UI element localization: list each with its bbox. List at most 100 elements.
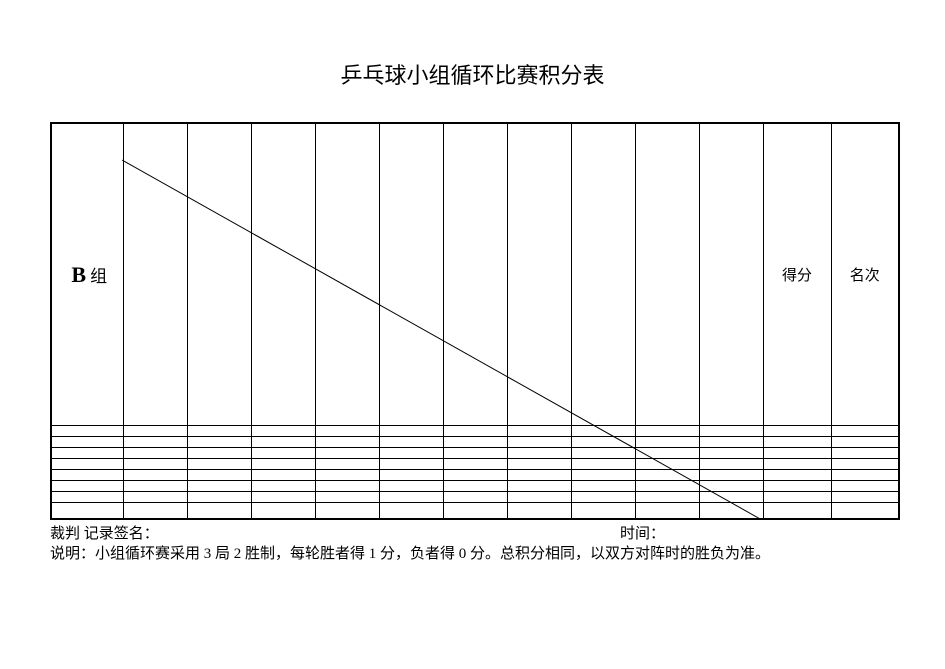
- cell: [763, 470, 831, 481]
- cell: [763, 503, 831, 520]
- cell: [699, 470, 763, 481]
- cell: [123, 448, 187, 459]
- cell: [699, 503, 763, 520]
- cell: [763, 481, 831, 492]
- cell: [699, 492, 763, 503]
- cell: [379, 481, 443, 492]
- table-row: [51, 481, 899, 492]
- cell: [123, 481, 187, 492]
- cell: [379, 426, 443, 437]
- page: 乒乓球小组循环比赛积分表 B组: [0, 0, 945, 669]
- cell: [763, 448, 831, 459]
- cell: [315, 459, 379, 470]
- cell: [315, 470, 379, 481]
- cell: [831, 459, 899, 470]
- cell: [123, 503, 187, 520]
- table-row: [51, 459, 899, 470]
- header-cell: [507, 123, 571, 426]
- cell: [187, 481, 251, 492]
- header-cell: [699, 123, 763, 426]
- cell: [571, 437, 635, 448]
- cell: [379, 459, 443, 470]
- cell: [123, 470, 187, 481]
- cell: [763, 492, 831, 503]
- cell: [507, 437, 571, 448]
- cell: [831, 437, 899, 448]
- cell: [187, 470, 251, 481]
- header-cell: [635, 123, 699, 426]
- header-cell: [571, 123, 635, 426]
- cell: [123, 426, 187, 437]
- cell: [831, 503, 899, 520]
- cell: [635, 426, 699, 437]
- cell: [251, 437, 315, 448]
- cell: [831, 470, 899, 481]
- cell: [315, 503, 379, 520]
- cell: [251, 470, 315, 481]
- cell: [831, 426, 899, 437]
- cell: [635, 503, 699, 520]
- cell: [51, 437, 123, 448]
- cell: [251, 481, 315, 492]
- cell: [51, 448, 123, 459]
- cell: [571, 426, 635, 437]
- cell: [51, 459, 123, 470]
- cell: [635, 470, 699, 481]
- cell: [187, 503, 251, 520]
- cell: [315, 426, 379, 437]
- cell: [443, 492, 507, 503]
- table-row: [51, 503, 899, 520]
- table-row: [51, 470, 899, 481]
- cell: [831, 481, 899, 492]
- cell: [443, 426, 507, 437]
- cell: [507, 481, 571, 492]
- cell: [507, 492, 571, 503]
- cell: [507, 503, 571, 520]
- cell: [187, 492, 251, 503]
- cell: [187, 437, 251, 448]
- cell: [699, 459, 763, 470]
- cell: [635, 448, 699, 459]
- cell: [571, 481, 635, 492]
- cell: [699, 448, 763, 459]
- cell: [571, 492, 635, 503]
- cell: [51, 492, 123, 503]
- group-letter: B: [71, 262, 86, 287]
- cell: [251, 426, 315, 437]
- signature-label: 裁判 记录签名：: [50, 526, 159, 542]
- cell: [699, 426, 763, 437]
- cell: [315, 492, 379, 503]
- cell: [443, 470, 507, 481]
- cell: [763, 426, 831, 437]
- header-cell: [123, 123, 187, 426]
- cell: [315, 448, 379, 459]
- cell: [507, 459, 571, 470]
- cell: [123, 492, 187, 503]
- cell: [315, 481, 379, 492]
- cell: [379, 492, 443, 503]
- cell: [443, 437, 507, 448]
- cell: [123, 459, 187, 470]
- cell: [443, 459, 507, 470]
- cell: [379, 470, 443, 481]
- cell: [51, 481, 123, 492]
- cell: [251, 459, 315, 470]
- table-row: [51, 448, 899, 459]
- score-table: B组 得分 名次: [50, 122, 900, 520]
- cell: [571, 470, 635, 481]
- cell: [379, 437, 443, 448]
- header-rank: 名次: [831, 123, 899, 426]
- page-title: 乒乓球小组循环比赛积分表: [0, 58, 945, 90]
- cell: [699, 437, 763, 448]
- cell: [379, 503, 443, 520]
- cell: [831, 492, 899, 503]
- cell: [51, 503, 123, 520]
- cell: [251, 448, 315, 459]
- cell: [571, 503, 635, 520]
- cell: [763, 437, 831, 448]
- header-cell: [379, 123, 443, 426]
- cell: [507, 448, 571, 459]
- cell: [635, 481, 699, 492]
- cell: [187, 448, 251, 459]
- cell: [251, 492, 315, 503]
